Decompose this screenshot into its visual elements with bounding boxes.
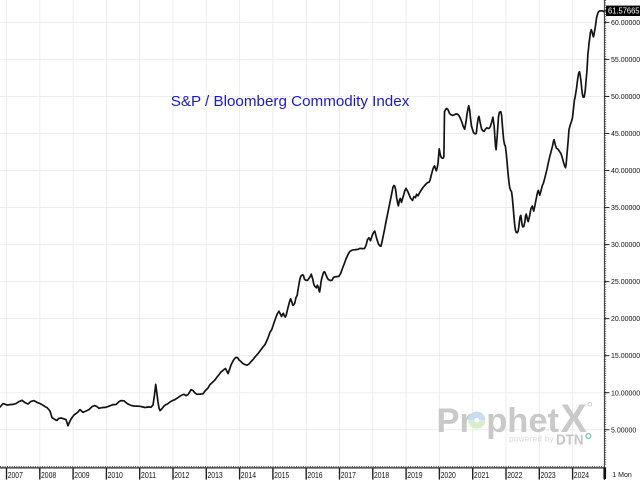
svg-text:2012: 2012	[174, 471, 190, 480]
svg-text:2013: 2013	[208, 471, 224, 480]
svg-text:61.57665: 61.57665	[608, 7, 640, 16]
svg-text:20.00000: 20.00000	[611, 316, 640, 323]
svg-text:50.00000: 50.00000	[611, 94, 640, 101]
svg-text:1 Mon: 1 Mon	[612, 472, 632, 479]
svg-text:55.00000: 55.00000	[611, 57, 640, 64]
svg-text:40.00000: 40.00000	[611, 168, 640, 175]
svg-text:35.00000: 35.00000	[611, 205, 640, 212]
svg-text:5.00000: 5.00000	[611, 427, 636, 434]
svg-text:2015: 2015	[274, 471, 290, 480]
svg-text:2007: 2007	[8, 471, 24, 480]
svg-text:2024: 2024	[574, 471, 590, 480]
svg-text:2020: 2020	[441, 471, 457, 480]
svg-text:2021: 2021	[474, 471, 490, 480]
svg-text:2016: 2016	[307, 471, 323, 480]
svg-text:S&P / Bloomberg Commodity Inde: S&P / Bloomberg Commodity Index	[171, 93, 410, 110]
svg-text:2022: 2022	[507, 471, 523, 480]
svg-text:phet: phet	[486, 402, 559, 440]
svg-text:2017: 2017	[341, 471, 357, 480]
svg-text:powered by: powered by	[509, 435, 554, 444]
svg-text:2011: 2011	[141, 471, 157, 480]
svg-text:X: X	[561, 397, 587, 441]
svg-text:DTN: DTN	[556, 432, 584, 448]
svg-text:30.00000: 30.00000	[611, 242, 640, 249]
svg-text:25.00000: 25.00000	[611, 279, 640, 286]
svg-text:15.00000: 15.00000	[611, 353, 640, 360]
svg-text:2019: 2019	[407, 471, 423, 480]
svg-text:60.00000: 60.00000	[611, 20, 640, 27]
svg-text:2008: 2008	[41, 471, 57, 480]
svg-text:Pr: Pr	[437, 402, 473, 440]
svg-text:45.00000: 45.00000	[611, 131, 640, 138]
svg-text:2018: 2018	[374, 471, 390, 480]
svg-text:2014: 2014	[241, 471, 257, 480]
svg-text:2023: 2023	[541, 471, 557, 480]
svg-text:2010: 2010	[108, 471, 124, 480]
svg-text:2009: 2009	[74, 471, 90, 480]
svg-text:10.00000: 10.00000	[611, 390, 640, 397]
